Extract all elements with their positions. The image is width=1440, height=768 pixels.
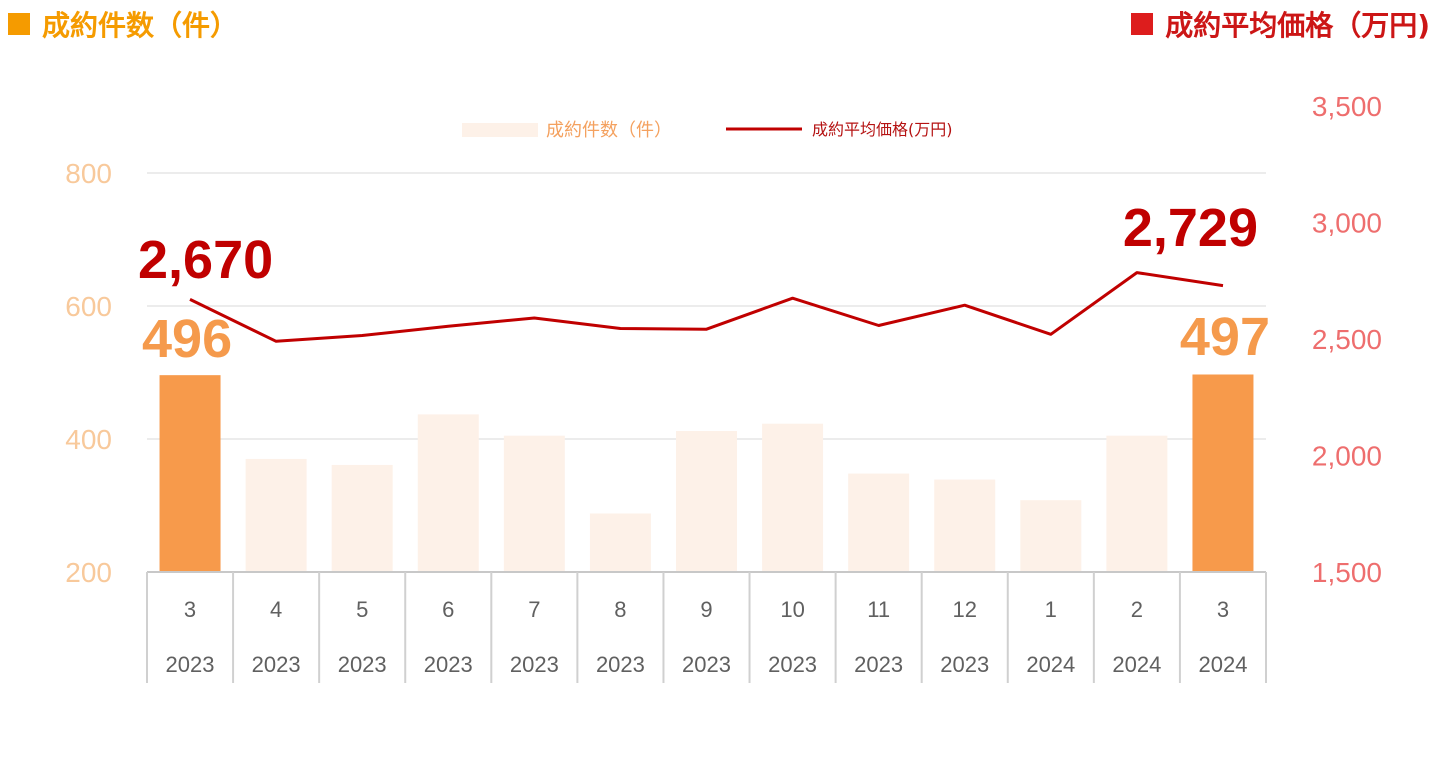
right-axis-title: 成約平均価格（万円)	[1131, 4, 1430, 44]
bar	[417, 414, 479, 572]
y-left-tick-label: 200	[65, 557, 112, 588]
x-month-label: 7	[528, 597, 540, 622]
x-month-label: 3	[184, 597, 196, 622]
x-month-label: 12	[952, 597, 976, 622]
x-year-label: 2023	[854, 652, 903, 677]
x-month-label: 11	[867, 597, 890, 622]
left-axis-title-text: 成約件数（件）	[42, 9, 239, 42]
line-series	[189, 271, 1224, 343]
x-month-label: 6	[442, 597, 454, 622]
x-year-label: 2023	[682, 652, 731, 677]
bar	[331, 464, 393, 572]
y-left-tick-label: 400	[65, 424, 112, 455]
legend-swatch-bar	[462, 123, 538, 137]
x-year-label: 2023	[510, 652, 559, 677]
x-year-label: 2023	[338, 652, 387, 677]
x-year-label: 2024	[1198, 652, 1247, 677]
bar	[1192, 374, 1254, 572]
gridlines	[147, 172, 1266, 440]
price-line	[189, 271, 1224, 343]
x-month-label: 4	[270, 597, 282, 622]
x-year-label: 2023	[768, 652, 817, 677]
x-year-label: 2024	[1026, 652, 1075, 677]
callout-bar-first: 496	[142, 309, 232, 369]
bar	[934, 479, 996, 572]
bar	[676, 431, 737, 572]
x-month-label: 2	[1131, 597, 1143, 622]
bar	[245, 458, 307, 572]
x-month-label: 3	[1217, 597, 1229, 622]
bar	[762, 423, 824, 572]
x-month-label: 9	[700, 597, 712, 622]
x-year-label: 2023	[596, 652, 645, 677]
x-year-label: 2023	[424, 652, 473, 677]
legend-label-bar: 成約件数（件）	[546, 120, 672, 141]
right-axis-title-text: 成約平均価格（万円)	[1165, 9, 1430, 42]
y-left-tick-label: 800	[65, 158, 112, 189]
bar	[1106, 435, 1168, 572]
callout-line-last: 2,729	[1123, 198, 1258, 258]
bar	[848, 473, 910, 572]
x-month-label: 1	[1045, 597, 1057, 622]
x-month-label: 5	[356, 597, 368, 622]
y-right-tick-label: 3,500	[1312, 91, 1382, 122]
axes: 200 400 600 800 1,500 2,000 2,500 3,000 3,500 3 20…	[65, 91, 1382, 683]
bar	[503, 435, 565, 572]
legend: 成約件数（件） 成約平均価格(万円)	[462, 120, 953, 141]
y-right-tick-label: 2,000	[1312, 441, 1382, 472]
callout-bar-last: 497	[1180, 307, 1270, 367]
x-year-label: 2024	[1112, 652, 1161, 677]
bar	[589, 513, 651, 572]
y-right-tick-label: 1,500	[1312, 557, 1382, 588]
bar	[1020, 500, 1082, 572]
callout-line-first: 2,670	[138, 230, 273, 290]
callouts: 2,670 2,729 496 497	[138, 198, 1270, 369]
y-right-tick-label: 2,500	[1312, 324, 1382, 355]
red-square-icon	[1131, 13, 1154, 35]
x-month-label: 8	[614, 597, 626, 622]
x-year-label: 2023	[940, 652, 989, 677]
bar-series	[159, 374, 1254, 572]
bar	[159, 375, 221, 572]
orange-square-icon	[8, 13, 30, 35]
x-month-label: 10	[780, 597, 804, 622]
y-right-tick-label: 3,000	[1312, 208, 1382, 239]
y-left-tick-label: 600	[65, 291, 112, 322]
legend-label-line: 成約平均価格(万円)	[812, 120, 953, 139]
left-axis-title: 成約件数（件）	[8, 4, 238, 44]
x-year-label: 2023	[166, 652, 215, 677]
x-year-label: 2023	[252, 652, 301, 677]
